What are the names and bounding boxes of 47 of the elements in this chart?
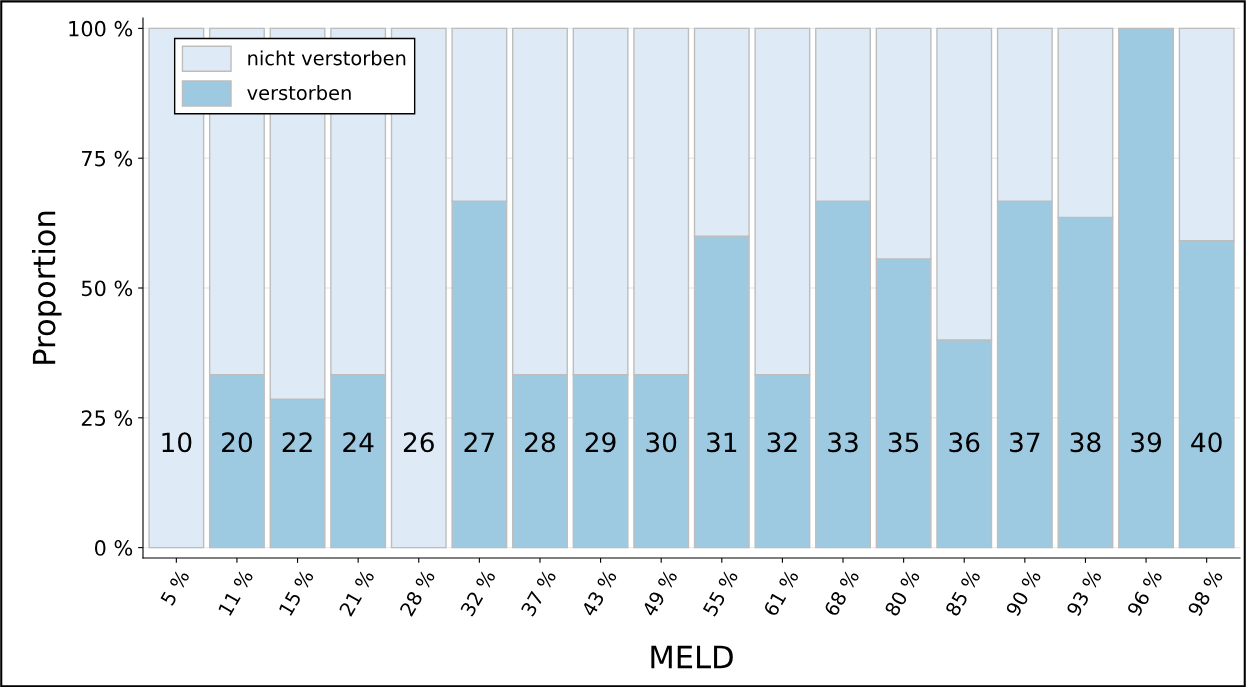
x-tick-label: 98 %	[1187, 568, 1224, 617]
annotation: 36	[949, 432, 980, 453]
x-tick-label: 96 %	[1126, 568, 1163, 617]
x-tick-label: 85 %	[944, 568, 981, 617]
x-tick-label: 32 %	[459, 568, 497, 617]
annotation: 38	[1070, 432, 1101, 453]
x-tick-label: 37 %	[520, 568, 557, 617]
annotation: 10	[162, 432, 192, 453]
y-tick-label: 50 %	[81, 280, 133, 297]
bar	[148, 27, 205, 549]
x-tick-label: 68 %	[823, 568, 860, 617]
annotation: 32	[767, 432, 797, 453]
annotation: 40	[1191, 432, 1222, 453]
annotation: 20	[222, 432, 252, 453]
annotation: 33	[828, 432, 858, 453]
y-axis-title: Proportion	[31, 211, 62, 364]
x-tick-label: 21 %	[338, 568, 375, 617]
x-axis-title: MELD	[651, 645, 733, 669]
x-tick-label: 43 %	[580, 568, 618, 618]
x-tick-label: 15 %	[278, 568, 315, 617]
annotation: 26	[403, 432, 434, 453]
annotation: 27	[464, 432, 494, 452]
annotation: 29	[585, 432, 616, 453]
annotation: 35	[888, 432, 919, 453]
x-tick-label: 90 %	[1005, 568, 1042, 617]
annotation: 22	[282, 432, 312, 452]
x-tick-label: 93 %	[1065, 568, 1103, 617]
y-tick-label: 100 %	[69, 20, 133, 37]
x-tick-label: 61 %	[762, 568, 800, 617]
y-tick-label: 25 %	[81, 410, 133, 427]
annotation: 24	[343, 432, 374, 452]
annotation: 31	[707, 432, 737, 453]
y-tick-label: 75 %	[82, 150, 133, 167]
y-tick-label: 0 %	[94, 540, 133, 556]
annotation: 28	[525, 432, 555, 453]
annotation: 39	[1131, 432, 1161, 453]
x-tick-label: 11 %	[217, 568, 254, 617]
x-tick-label: 5 %	[159, 568, 190, 607]
x-tick-label: 28 %	[399, 568, 436, 617]
legend-label: nicht verstorben	[248, 50, 406, 66]
bar	[1118, 27, 1175, 549]
x-tick-label: 55 %	[702, 568, 739, 617]
annotation: 30	[646, 432, 677, 453]
x-tick-label: 49 %	[641, 568, 678, 618]
legend-label: verstorben	[247, 85, 351, 101]
annotation: 37	[1010, 432, 1040, 453]
x-tick-label: 80 %	[884, 568, 921, 617]
